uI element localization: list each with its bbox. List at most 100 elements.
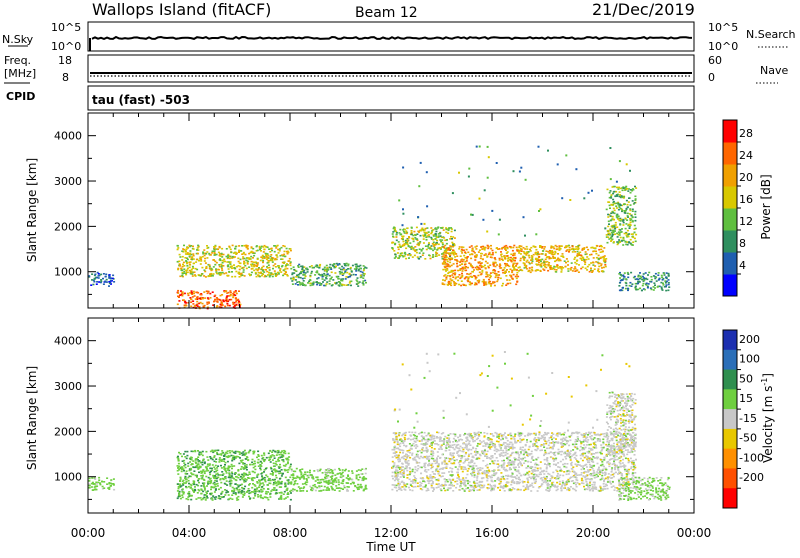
velocity-data-cell xyxy=(261,462,263,464)
power-data-cell xyxy=(604,264,606,266)
power-data-cell xyxy=(547,264,549,266)
velocity-data-cell xyxy=(188,480,190,482)
velocity-data-cell xyxy=(347,474,349,476)
power-scatter-point xyxy=(482,219,484,221)
velocity-data-cell xyxy=(226,480,228,482)
power-data-cell xyxy=(256,246,258,248)
velocity-data-cell xyxy=(326,477,328,479)
velocity-data-cell xyxy=(222,452,224,454)
power-data-cell xyxy=(607,214,609,216)
velocity-data-cell xyxy=(203,482,205,484)
power-data-cell xyxy=(630,192,632,194)
power-data-cell xyxy=(436,242,438,244)
velocity-data-cell xyxy=(234,483,236,485)
power-data-cell xyxy=(274,258,276,260)
velocity-data-cell xyxy=(471,475,473,477)
velocity-data-cell xyxy=(244,474,246,476)
velocity-data-cell xyxy=(182,460,184,462)
velocity-data-cell xyxy=(241,487,243,489)
power-data-cell xyxy=(465,270,467,272)
power-data-cell xyxy=(434,247,436,249)
power-data-cell xyxy=(394,257,396,259)
power-data-cell xyxy=(238,245,240,247)
power-data-cell xyxy=(515,265,517,267)
power-data-cell xyxy=(634,202,636,204)
power-scatter-point xyxy=(609,147,611,149)
power-data-cell xyxy=(538,262,540,264)
power-data-cell xyxy=(444,269,446,271)
velocity-data-cell xyxy=(243,453,245,455)
power-data-cell xyxy=(446,249,448,251)
power-data-cell xyxy=(596,245,598,247)
power-data-cell xyxy=(238,272,240,274)
power-data-cell xyxy=(543,262,545,264)
velocity-data-cell xyxy=(193,467,195,469)
velocity-data-cell xyxy=(301,468,303,470)
power-data-cell xyxy=(108,281,110,283)
velocity-data-cell xyxy=(254,472,256,474)
power-data-cell xyxy=(581,259,583,261)
power-data-cell xyxy=(261,269,263,271)
velocity-data-cell xyxy=(231,477,233,479)
velocity-data-cell xyxy=(506,443,508,445)
power-data-cell xyxy=(393,250,395,252)
power-data-cell xyxy=(495,277,497,279)
velocity-data-cell xyxy=(342,480,344,482)
power-data-cell xyxy=(196,301,198,303)
power-data-cell xyxy=(290,265,292,267)
power-data-cell xyxy=(430,227,432,229)
power-data-cell xyxy=(249,258,251,260)
velocity-data-cell xyxy=(213,457,215,459)
velocity-data-cell xyxy=(198,497,200,499)
power-data-cell xyxy=(447,284,449,286)
velocity-data-cell xyxy=(261,486,263,488)
velocity-data-cell xyxy=(178,488,180,490)
velocity-data-cell xyxy=(195,467,197,469)
velocity-data-cell xyxy=(460,446,462,448)
velocity-data-cell xyxy=(310,489,312,491)
power-data-cell xyxy=(205,262,207,264)
velocity-data-cell xyxy=(203,486,205,488)
velocity-data-cell xyxy=(302,488,304,490)
velocity-data-cell xyxy=(177,473,179,475)
velocity-data-cell xyxy=(317,471,319,473)
power-data-cell xyxy=(666,272,668,274)
power-scatter-point xyxy=(616,181,618,183)
velocity-data-cell xyxy=(309,470,311,472)
power-data-cell xyxy=(195,298,197,300)
nave-tick-top: 60 xyxy=(708,54,722,67)
power-data-cell xyxy=(610,237,612,239)
velocity-data-cell xyxy=(302,483,304,485)
velocity-data-cell xyxy=(233,490,235,492)
power-data-cell xyxy=(109,283,111,285)
velocity-data-cell xyxy=(279,492,281,494)
velocity-data-cell xyxy=(219,457,221,459)
power-data-cell xyxy=(534,246,536,248)
velocity-data-cell xyxy=(240,476,242,478)
power-data-cell xyxy=(549,252,551,254)
power-data-cell xyxy=(185,270,187,272)
power-data-cell xyxy=(203,291,205,293)
power-data-cell xyxy=(668,284,670,286)
power-data-cell xyxy=(341,284,343,286)
velocity-data-cell xyxy=(333,481,335,483)
power-data-cell xyxy=(230,261,232,263)
power-data-cell xyxy=(502,270,504,272)
velocity-data-cell xyxy=(213,497,215,499)
power-data-cell xyxy=(238,290,240,292)
velocity-data-cell xyxy=(320,490,322,492)
velocity-data-cell xyxy=(273,484,275,486)
power-data-cell xyxy=(303,270,305,272)
velocity-data-cell xyxy=(408,487,410,489)
power-data-cell xyxy=(613,201,615,203)
velocity-data-cell xyxy=(206,456,208,458)
power-data-cell xyxy=(668,273,670,275)
power-data-cell xyxy=(109,274,111,276)
power-data-cell xyxy=(282,245,284,247)
power-data-cell xyxy=(280,271,282,273)
velocity-data-cell xyxy=(215,483,217,485)
power-data-cell xyxy=(562,253,564,255)
power-ylabel: Slant Range [km] xyxy=(25,158,39,262)
power-data-cell xyxy=(245,245,247,247)
power-data-cell xyxy=(559,266,561,268)
